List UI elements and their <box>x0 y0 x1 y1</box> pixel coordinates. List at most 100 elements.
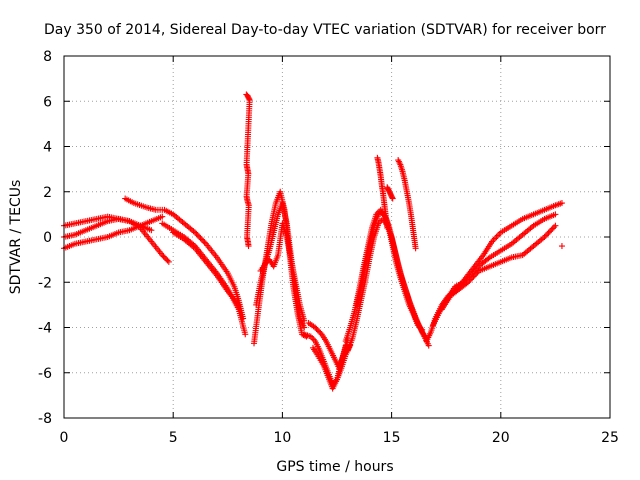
data-point <box>148 214 164 225</box>
x-tick-label: 5 <box>169 430 178 446</box>
data-point <box>379 188 387 202</box>
data-point <box>334 360 344 383</box>
data-point <box>486 259 502 270</box>
data-point <box>130 200 149 210</box>
data-point <box>82 223 98 234</box>
data-point <box>508 252 524 261</box>
data-point <box>380 197 388 212</box>
y-tick-label: -2 <box>38 275 52 291</box>
plot-frame <box>63 55 611 419</box>
y-tick-label: 8 <box>43 49 52 65</box>
data-point <box>61 220 77 229</box>
data-point <box>148 238 164 257</box>
data-point <box>508 233 525 247</box>
data-point <box>202 258 219 277</box>
x-tick-label: 20 <box>492 430 510 446</box>
series-burst-830 <box>243 91 253 250</box>
data-point <box>159 213 166 220</box>
data-point <box>480 240 494 259</box>
data-point <box>425 342 432 349</box>
data-point <box>401 288 412 306</box>
data-point <box>192 229 208 246</box>
data-point <box>558 243 565 250</box>
data-point <box>253 281 264 308</box>
x-axis-title: GPS time / hours <box>276 459 393 475</box>
data-point <box>410 310 421 327</box>
data-point <box>312 338 322 352</box>
data-point <box>288 256 299 284</box>
data-point <box>320 362 331 379</box>
data-point <box>338 344 349 365</box>
data-point <box>465 269 481 286</box>
data-point <box>395 157 403 167</box>
y-tick-label: 2 <box>43 185 52 201</box>
y-axis-title: SDTVAR / TECUs <box>8 180 24 295</box>
x-tick-labels: 0 5 10 15 20 25 <box>60 430 619 446</box>
data-points <box>61 91 565 392</box>
data-point <box>181 236 197 251</box>
data-point <box>270 213 281 236</box>
series-spike-145 <box>374 154 391 231</box>
data-point <box>430 310 442 329</box>
data-point <box>397 274 408 293</box>
data-point <box>401 177 410 193</box>
series-track-n <box>430 211 559 329</box>
data-point <box>366 224 377 247</box>
data-point <box>519 212 535 222</box>
data-point <box>213 254 230 275</box>
series-track-o <box>438 222 559 313</box>
data-point <box>161 206 175 217</box>
series-track-c <box>61 213 166 252</box>
data-point <box>224 288 241 307</box>
data-point <box>558 200 565 207</box>
data-point <box>244 202 252 238</box>
grid-lines <box>64 56 610 418</box>
series-track-e <box>159 220 249 338</box>
data-point <box>122 195 136 206</box>
data-point <box>82 236 98 245</box>
y-tick-label: -6 <box>38 366 52 382</box>
data-point <box>377 172 385 187</box>
data-point <box>71 238 88 247</box>
data-point <box>159 252 171 264</box>
series-spike-150 <box>384 184 396 202</box>
data-point <box>316 347 327 363</box>
data-point <box>353 285 364 308</box>
series-track-f <box>170 229 242 308</box>
data-point <box>235 301 242 308</box>
data-point <box>318 331 328 343</box>
data-point <box>406 200 414 218</box>
x-tick-label: 0 <box>60 430 69 446</box>
data-point <box>301 317 308 324</box>
x-tick-label: 10 <box>273 430 291 446</box>
data-point <box>61 232 77 240</box>
data-point <box>403 188 412 205</box>
y-tick-label: -8 <box>38 411 52 427</box>
data-point <box>541 224 558 240</box>
data-point <box>342 326 353 345</box>
data-point <box>508 217 524 229</box>
data-point <box>519 223 535 238</box>
data-point <box>344 337 355 354</box>
data-point <box>170 211 186 226</box>
data-point <box>519 244 535 259</box>
data-point <box>192 245 208 264</box>
data-point <box>530 207 546 218</box>
data-point <box>104 230 120 240</box>
data-point <box>410 229 419 250</box>
data-point <box>541 203 557 213</box>
data-point <box>245 243 252 250</box>
data-point <box>231 283 242 302</box>
series-spike-155 <box>395 157 419 252</box>
data-point <box>93 234 109 243</box>
y-tick-labels: -8 -6 -4 -2 0 2 4 6 8 <box>38 49 52 427</box>
x-tick-label: 25 <box>601 430 619 446</box>
data-point <box>399 168 408 182</box>
y-tick-label: 0 <box>43 230 52 246</box>
data-point <box>170 229 186 242</box>
x-tick-label: 15 <box>383 430 401 446</box>
data-point <box>242 331 249 338</box>
data-point <box>243 97 253 166</box>
data-point <box>296 301 307 322</box>
data-point <box>257 262 267 274</box>
